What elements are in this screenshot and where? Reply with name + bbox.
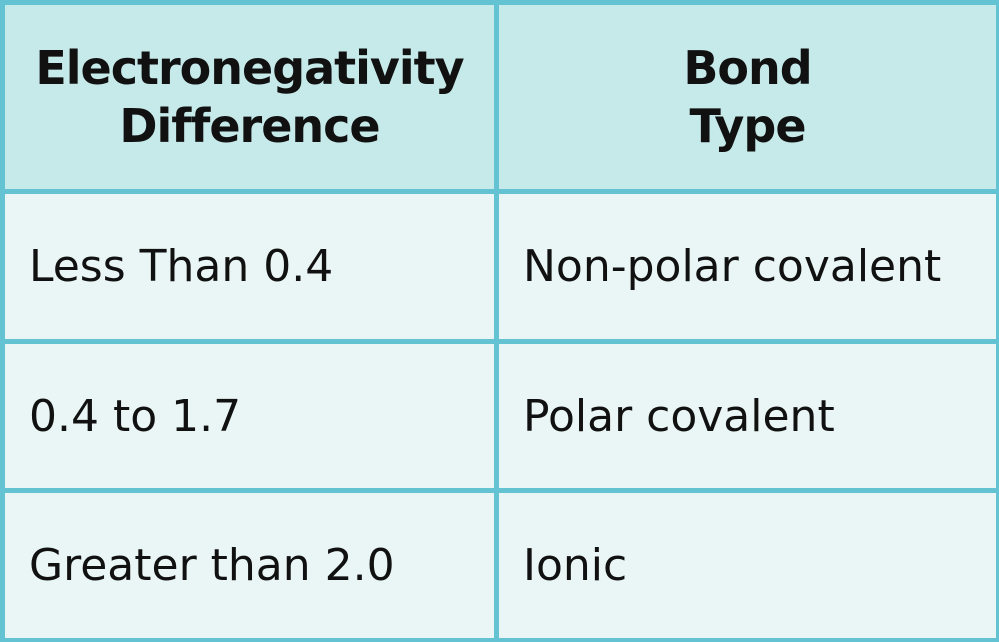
header-line: Electronegativity [35, 41, 464, 96]
bond-type-table: Electronegativity Difference Bond Type L… [5, 5, 996, 638]
cell-bond-type: Non-polar covalent [499, 189, 996, 339]
cell-difference: Less Than 0.4 [5, 189, 499, 339]
header-electronegativity-difference: Electronegativity Difference [5, 5, 499, 190]
table-row: Less Than 0.4 Non-polar covalent [5, 189, 996, 339]
table-row: Greater than 2.0 Ionic [5, 488, 996, 638]
table-row: 0.4 to 1.7 Polar covalent [5, 338, 996, 489]
cell-bond-type: Ionic [499, 488, 996, 638]
cell-difference: 0.4 to 1.7 [5, 338, 499, 489]
cell-difference: Greater than 2.0 [5, 488, 499, 638]
header-bond-type: Bond Type [499, 5, 996, 190]
table-header-row: Electronegativity Difference Bond Type [5, 5, 996, 190]
cell-bond-type: Polar covalent [499, 338, 996, 489]
header-line: Difference [119, 99, 380, 154]
header-line: Type [689, 99, 806, 154]
header-line: Bond [683, 41, 812, 96]
